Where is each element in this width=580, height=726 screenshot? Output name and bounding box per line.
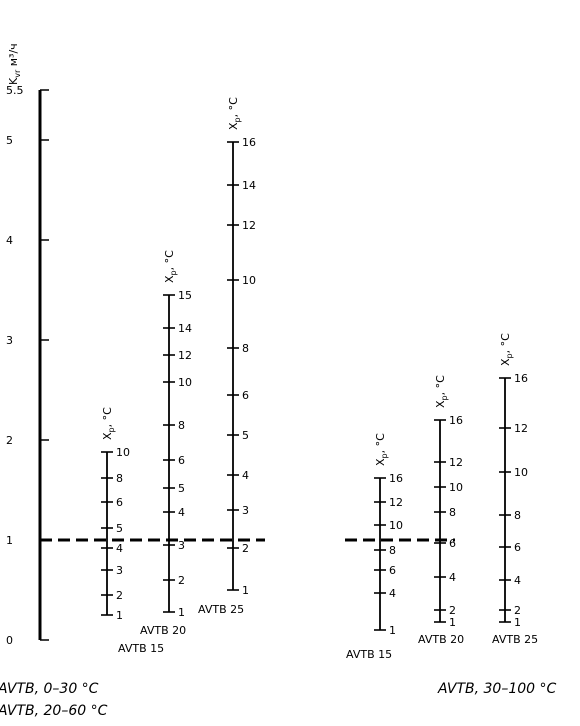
scale-tick-label: 2 (514, 604, 521, 617)
scale-tick-label: 8 (242, 342, 249, 355)
scale-tick-label: 4 (242, 469, 249, 482)
scale-tick-label: 8 (116, 472, 123, 485)
scale-tick-label: 2 (178, 574, 185, 587)
scale-tick-label: 3 (242, 504, 249, 517)
scale-tick-label: 1 (449, 616, 456, 629)
scale-tick-label: 10 (116, 446, 130, 459)
scale-tick-label: 10 (389, 519, 403, 532)
scale-tick-label: 6 (116, 496, 123, 509)
scale-tick-label: 12 (389, 496, 403, 509)
scale-tick-label: 6 (178, 454, 185, 467)
scale-tick-label: 16 (242, 136, 256, 149)
y-axis-tick-label: 5.5 (6, 84, 24, 97)
scale-tick-label: 10 (178, 376, 192, 389)
scale-tick-label: 10 (514, 466, 528, 479)
scale-header-label: Xp, °C (374, 433, 389, 466)
y-axis-tick-label: 1 (6, 534, 13, 547)
scale-tick-label: 4 (514, 574, 521, 587)
scale-tick-label: 3 (116, 564, 123, 577)
scale-tick-label: 1 (389, 624, 396, 637)
scale-tick-label: 8 (449, 506, 456, 519)
scale-name-label: AVTB 15 (118, 642, 164, 655)
scale-name-label: AVTB 20 (140, 624, 186, 637)
y-axis-tick-label: 2 (6, 434, 13, 447)
scale-tick-label: 12 (242, 219, 256, 232)
scale-tick-label: 4 (449, 571, 456, 584)
y-axis-tick-label: 4 (6, 234, 13, 247)
scale-tick-label: 1 (242, 584, 249, 597)
scale-name-label: AVTB 25 (492, 633, 538, 646)
scale-tick-label: 6 (514, 541, 521, 554)
scale-tick-label: 16 (449, 414, 463, 427)
scale-name-label: AVTB 15 (346, 648, 392, 661)
scale-header-label: Xp, °C (227, 97, 242, 130)
scale-tick-label: 12 (514, 422, 528, 435)
y-axis-tick-label: 3 (6, 334, 13, 347)
scale-tick-label: 6 (449, 537, 456, 550)
caption-group1-line2: AVTB, 20–60 °C (0, 703, 108, 719)
scale-tick-label: 5 (178, 482, 185, 495)
scale-tick-label: 4 (389, 587, 396, 600)
y-axis-tick-label: 5 (6, 134, 13, 147)
caption-group2-line1: AVTB, 30–100 °C (438, 681, 557, 697)
scale-tick-label: 10 (449, 481, 463, 494)
scale-tick-label: 14 (178, 322, 192, 335)
scale-tick-label: 2 (242, 542, 249, 555)
scale-tick-label: 15 (178, 289, 192, 302)
scale-tick-label: 3 (178, 539, 185, 552)
scale-header-label: Xp, °C (499, 333, 514, 366)
scale-tick-label: 8 (178, 419, 185, 432)
scale-header-label: Xp, °C (163, 250, 178, 283)
scale-tick-label: 2 (116, 589, 123, 602)
scale-tick-label: 8 (514, 509, 521, 522)
y-axis-tick-label: 0 (6, 634, 13, 647)
caption-group1-line1: AVTB, 0–30 °C (0, 681, 99, 697)
scale-tick-label: 16 (514, 372, 528, 385)
y-axis-title: Kvr м³/ч (7, 43, 22, 85)
scale-header-label: Xp, °C (434, 375, 449, 408)
scale-tick-label: 6 (389, 564, 396, 577)
scale-tick-label: 2 (449, 604, 456, 617)
scale-tick-label: 14 (242, 179, 256, 192)
scale-tick-label: 8 (389, 544, 396, 557)
scale-tick-label: 4 (178, 506, 185, 519)
scale-tick-label: 1 (116, 609, 123, 622)
scale-tick-label: 6 (242, 389, 249, 402)
scale-tick-label: 4 (116, 542, 123, 555)
scale-tick-label: 10 (242, 274, 256, 287)
scale-tick-label: 12 (449, 456, 463, 469)
scale-tick-label: 16 (389, 472, 403, 485)
scale-tick-label: 5 (242, 429, 249, 442)
scale-tick-label: 1 (514, 616, 521, 629)
scale-name-label: AVTB 25 (198, 603, 244, 616)
scale-header-label: Xp, °C (101, 407, 116, 440)
scale-name-label: AVTB 20 (418, 633, 464, 646)
scale-tick-label: 5 (116, 522, 123, 535)
scale-tick-label: 1 (178, 606, 185, 619)
scale-tick-label: 12 (178, 349, 192, 362)
